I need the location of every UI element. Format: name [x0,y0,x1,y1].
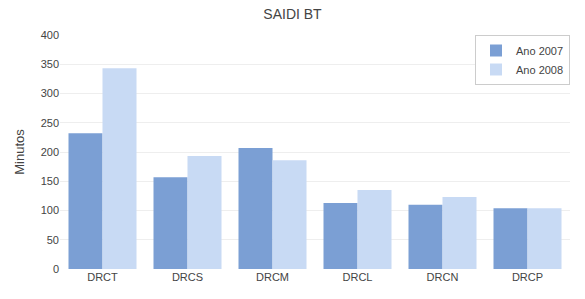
svg-text:400: 400 [41,29,59,41]
svg-text:DRCM: DRCM [256,271,289,283]
svg-text:DRCP: DRCP [512,271,543,283]
svg-text:DRCS: DRCS [172,271,203,283]
svg-text:200: 200 [41,146,59,158]
svg-text:250: 250 [41,117,59,129]
svg-text:50: 50 [47,234,59,246]
svg-text:DRCT: DRCT [87,271,118,283]
svg-text:Ano 2008: Ano 2008 [516,64,563,76]
svg-text:150: 150 [41,175,59,187]
svg-text:DRCN: DRCN [427,271,459,283]
svg-text:Minutos: Minutos [12,129,27,175]
svg-text:0: 0 [53,263,59,275]
svg-text:SAIDI BT: SAIDI BT [263,6,322,22]
svg-text:Ano 2007: Ano 2007 [516,45,563,57]
svg-text:350: 350 [41,58,59,70]
svg-text:DRCL: DRCL [343,271,373,283]
svg-text:300: 300 [41,87,59,99]
svg-text:100: 100 [41,204,59,216]
